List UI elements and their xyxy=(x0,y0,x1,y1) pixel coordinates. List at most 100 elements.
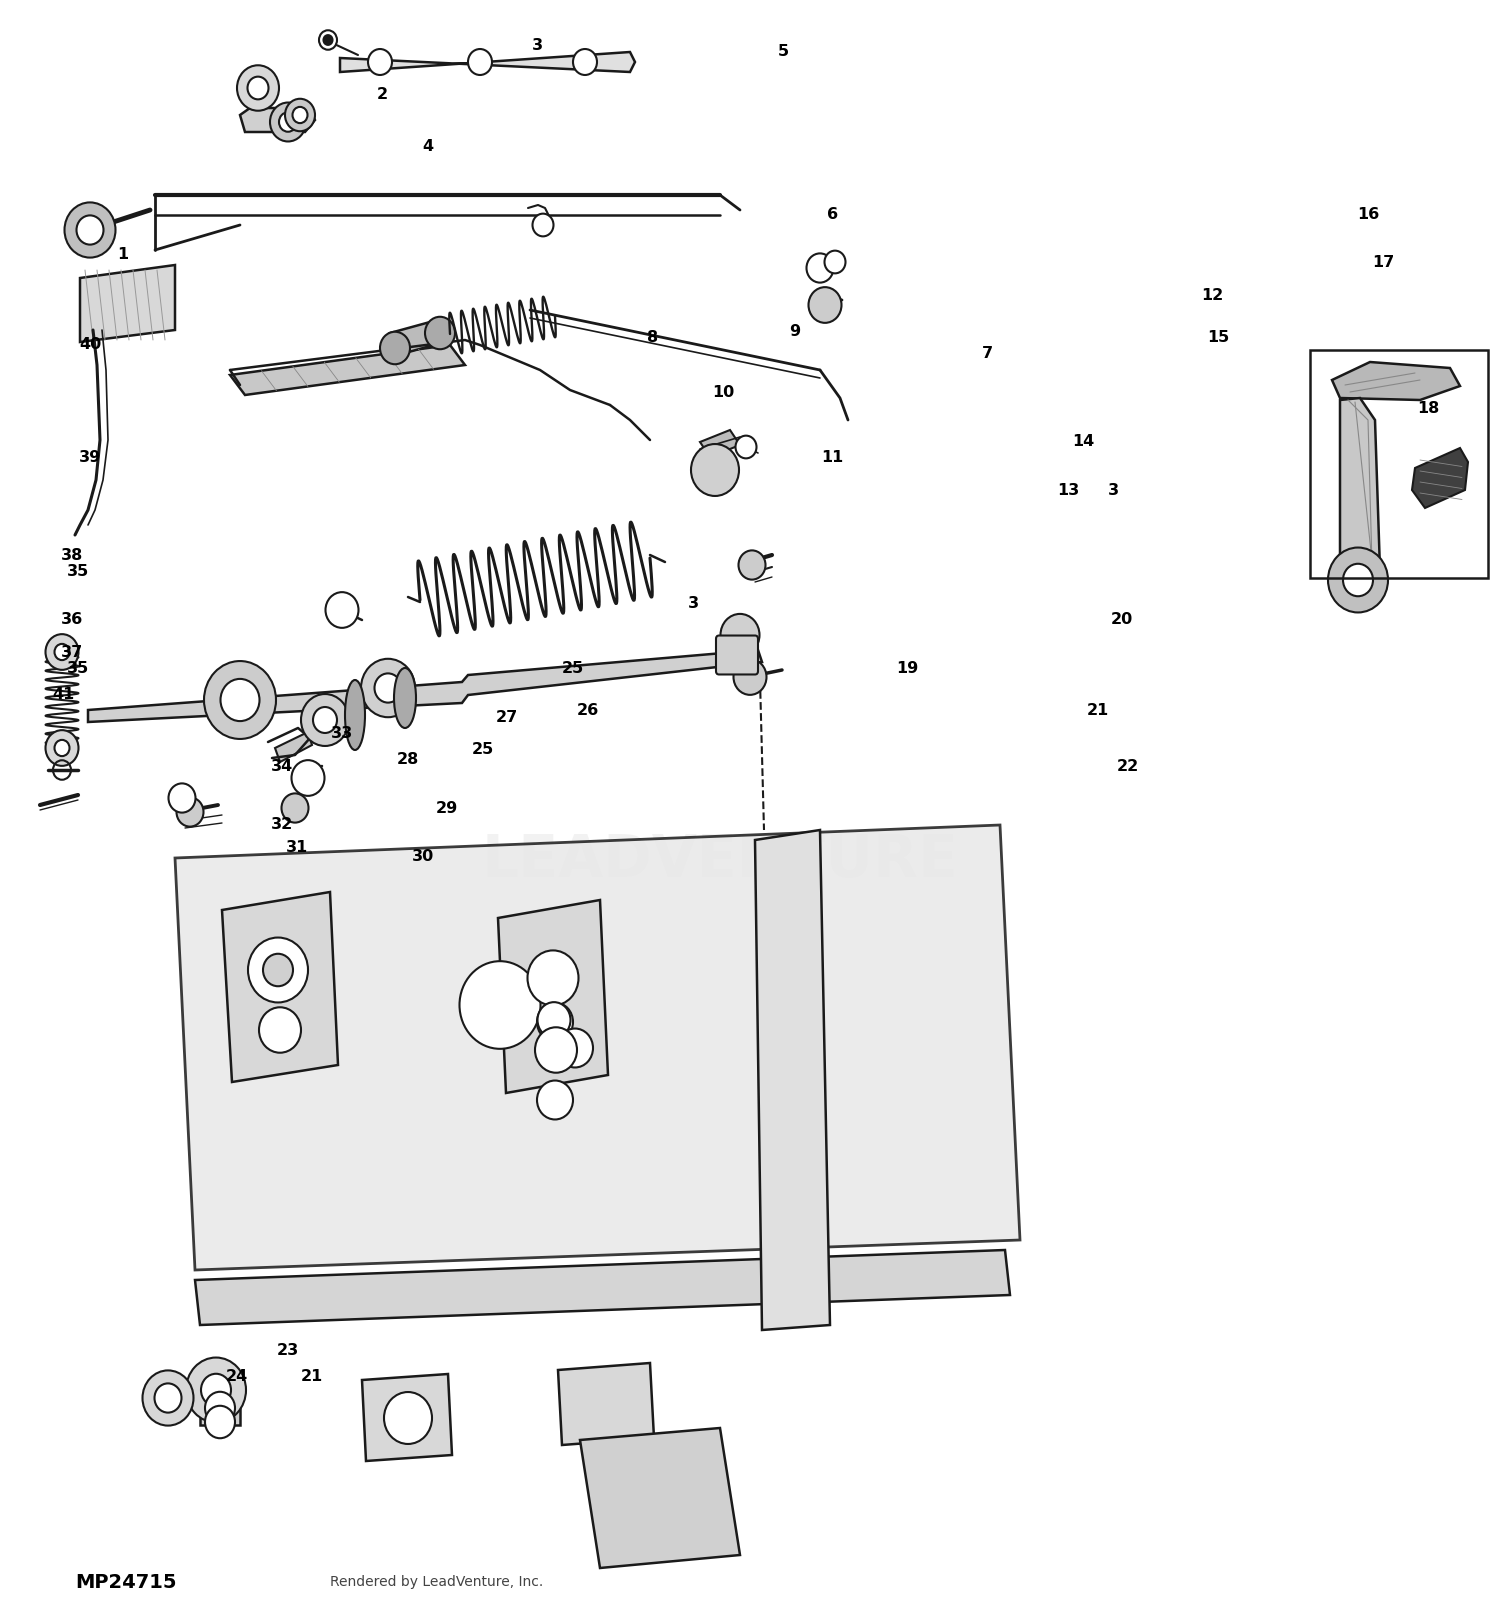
Text: 31: 31 xyxy=(286,839,308,855)
Circle shape xyxy=(362,659,416,717)
Text: 30: 30 xyxy=(413,849,434,865)
Circle shape xyxy=(537,1003,573,1042)
Circle shape xyxy=(536,1027,578,1073)
Circle shape xyxy=(248,76,268,99)
Text: 40: 40 xyxy=(80,336,100,352)
Circle shape xyxy=(76,216,104,245)
Text: 34: 34 xyxy=(272,758,292,774)
Text: 37: 37 xyxy=(62,644,82,661)
Circle shape xyxy=(380,331,410,364)
Circle shape xyxy=(1342,563,1372,596)
Text: 7: 7 xyxy=(981,346,993,362)
Text: 18: 18 xyxy=(1418,401,1438,417)
Text: 13: 13 xyxy=(1058,482,1078,498)
Circle shape xyxy=(738,550,765,579)
Text: 27: 27 xyxy=(496,709,517,725)
Circle shape xyxy=(206,1393,236,1425)
Polygon shape xyxy=(230,346,465,394)
Text: 25: 25 xyxy=(472,742,494,758)
Polygon shape xyxy=(176,824,1020,1271)
Circle shape xyxy=(282,794,309,823)
Polygon shape xyxy=(1340,398,1380,579)
Polygon shape xyxy=(340,52,634,71)
Text: 35: 35 xyxy=(68,661,88,677)
Circle shape xyxy=(1328,547,1388,612)
Text: 10: 10 xyxy=(712,385,734,401)
Text: 35: 35 xyxy=(68,563,88,579)
Text: 26: 26 xyxy=(578,703,598,719)
Circle shape xyxy=(291,760,324,795)
Circle shape xyxy=(375,674,402,703)
Text: 3: 3 xyxy=(687,596,699,612)
Circle shape xyxy=(368,49,392,75)
Circle shape xyxy=(573,49,597,75)
Polygon shape xyxy=(240,109,315,131)
Text: 25: 25 xyxy=(562,661,584,677)
Circle shape xyxy=(260,1008,302,1053)
Circle shape xyxy=(204,661,276,738)
Circle shape xyxy=(54,740,69,756)
Circle shape xyxy=(285,99,315,131)
Text: 21: 21 xyxy=(1088,703,1108,719)
Circle shape xyxy=(734,659,766,695)
Text: 17: 17 xyxy=(1372,255,1394,271)
Polygon shape xyxy=(88,649,762,722)
Text: 15: 15 xyxy=(1208,329,1228,346)
Text: 12: 12 xyxy=(1202,287,1222,304)
Circle shape xyxy=(537,1001,570,1037)
Circle shape xyxy=(320,31,338,50)
Text: 5: 5 xyxy=(777,44,789,60)
Circle shape xyxy=(326,592,358,628)
Text: 39: 39 xyxy=(80,450,100,466)
Polygon shape xyxy=(558,1363,654,1444)
Circle shape xyxy=(825,250,846,273)
Polygon shape xyxy=(362,1375,452,1461)
Circle shape xyxy=(64,203,116,258)
Circle shape xyxy=(262,954,292,987)
Polygon shape xyxy=(700,430,740,458)
Circle shape xyxy=(220,678,260,721)
Polygon shape xyxy=(1412,448,1468,508)
Bar xyxy=(200,1389,240,1425)
Circle shape xyxy=(142,1370,194,1425)
Text: 14: 14 xyxy=(1072,433,1094,450)
Text: 1: 1 xyxy=(117,247,129,263)
Text: 21: 21 xyxy=(302,1368,322,1384)
Circle shape xyxy=(528,951,579,1006)
Circle shape xyxy=(168,784,195,813)
Circle shape xyxy=(556,1029,592,1068)
FancyBboxPatch shape xyxy=(716,636,758,675)
Circle shape xyxy=(186,1357,246,1422)
Circle shape xyxy=(237,65,279,110)
Text: 19: 19 xyxy=(897,661,918,677)
Text: 29: 29 xyxy=(436,800,457,816)
Circle shape xyxy=(720,613,759,656)
Polygon shape xyxy=(754,829,830,1329)
Polygon shape xyxy=(222,893,338,1083)
Ellipse shape xyxy=(345,680,364,750)
Text: 11: 11 xyxy=(822,450,843,466)
Circle shape xyxy=(54,644,69,661)
Polygon shape xyxy=(195,1250,1010,1324)
Polygon shape xyxy=(274,732,312,763)
Text: 36: 36 xyxy=(62,612,82,628)
Polygon shape xyxy=(498,901,608,1092)
Text: Rendered by LeadVenture, Inc.: Rendered by LeadVenture, Inc. xyxy=(330,1576,543,1589)
Text: 3: 3 xyxy=(1107,482,1119,498)
Text: 32: 32 xyxy=(272,816,292,833)
Circle shape xyxy=(270,102,306,141)
Circle shape xyxy=(201,1373,231,1406)
Circle shape xyxy=(206,1406,236,1438)
Circle shape xyxy=(177,797,204,826)
Circle shape xyxy=(808,287,842,323)
Circle shape xyxy=(314,708,338,734)
Text: 41: 41 xyxy=(53,687,74,703)
Circle shape xyxy=(324,36,333,45)
Text: LEADVENTURE: LEADVENTURE xyxy=(482,831,958,889)
Circle shape xyxy=(468,49,492,75)
Circle shape xyxy=(537,1081,573,1120)
Text: 9: 9 xyxy=(789,323,801,339)
Circle shape xyxy=(292,107,308,123)
Text: 38: 38 xyxy=(62,547,82,563)
Polygon shape xyxy=(580,1428,740,1568)
